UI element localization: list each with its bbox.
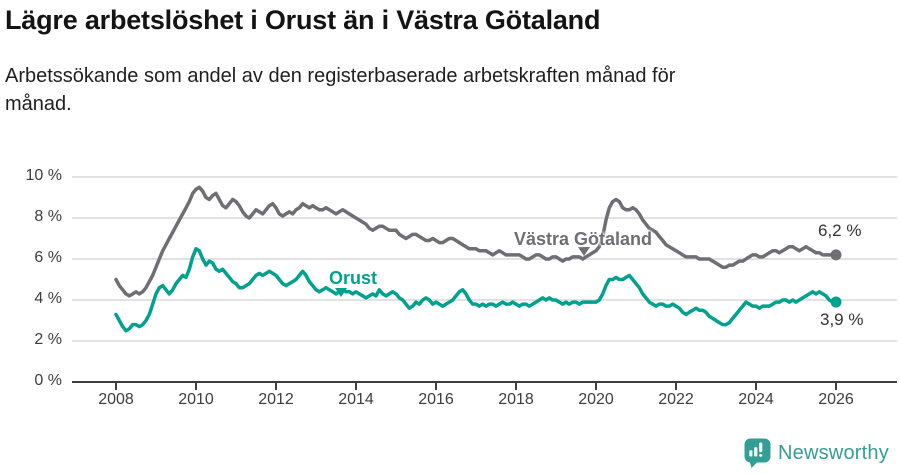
series-end-dot — [830, 249, 842, 261]
x-axis-tick-label: 2012 — [258, 391, 294, 408]
series-end-dot — [830, 296, 842, 308]
x-axis-tick-label: 2026 — [818, 391, 854, 408]
x-axis-tick-label: 2008 — [98, 391, 134, 408]
y-axis-tick-label: 6 % — [34, 249, 62, 266]
logo-exclamation-icon — [759, 442, 763, 453]
label-caret-icon — [335, 288, 347, 297]
logo-bar-icon — [749, 450, 753, 457]
x-axis-tick-label: 2018 — [498, 391, 534, 408]
x-axis-tick-label: 2014 — [338, 391, 374, 408]
x-axis-tick-label: 2016 — [418, 391, 454, 408]
x-axis-tick-label: 2024 — [738, 391, 774, 408]
series-line — [114, 247, 838, 333]
x-axis-tick-label: 2010 — [178, 391, 214, 408]
y-axis-tick-label: 2 % — [34, 331, 62, 348]
x-axis-tick-label: 2022 — [658, 391, 694, 408]
y-axis-tick-label: 8 % — [34, 208, 62, 225]
label-caret-icon — [578, 247, 590, 256]
logo-exclamation-icon — [759, 454, 763, 457]
end-value-label-vastra-gotaland: 6,2 % — [818, 221, 862, 240]
y-axis-tick-label: 4 % — [34, 290, 62, 307]
end-value-label-orust: 3,9 % — [820, 310, 864, 329]
y-axis-tick-label: 10 % — [25, 167, 62, 184]
newsworthy-logo-icon — [744, 438, 771, 468]
newsworthy-logo: Newsworthy — [744, 438, 889, 468]
series-line — [114, 185, 838, 298]
series-label-vastra-gotaland: Västra Götaland — [514, 229, 653, 249]
logo-bar-icon — [754, 447, 758, 457]
brand-name: Newsworthy — [778, 441, 889, 464]
series-label-orust: Orust — [329, 268, 378, 288]
chart-subtitle: Arbetssökande som andel av den registerb… — [5, 65, 676, 115]
y-axis-tick-label: 0 % — [34, 372, 62, 389]
chart-title: Lägre arbetslöshet i Orust än i Västra G… — [5, 5, 601, 35]
x-axis-tick-label: 2020 — [578, 391, 614, 408]
